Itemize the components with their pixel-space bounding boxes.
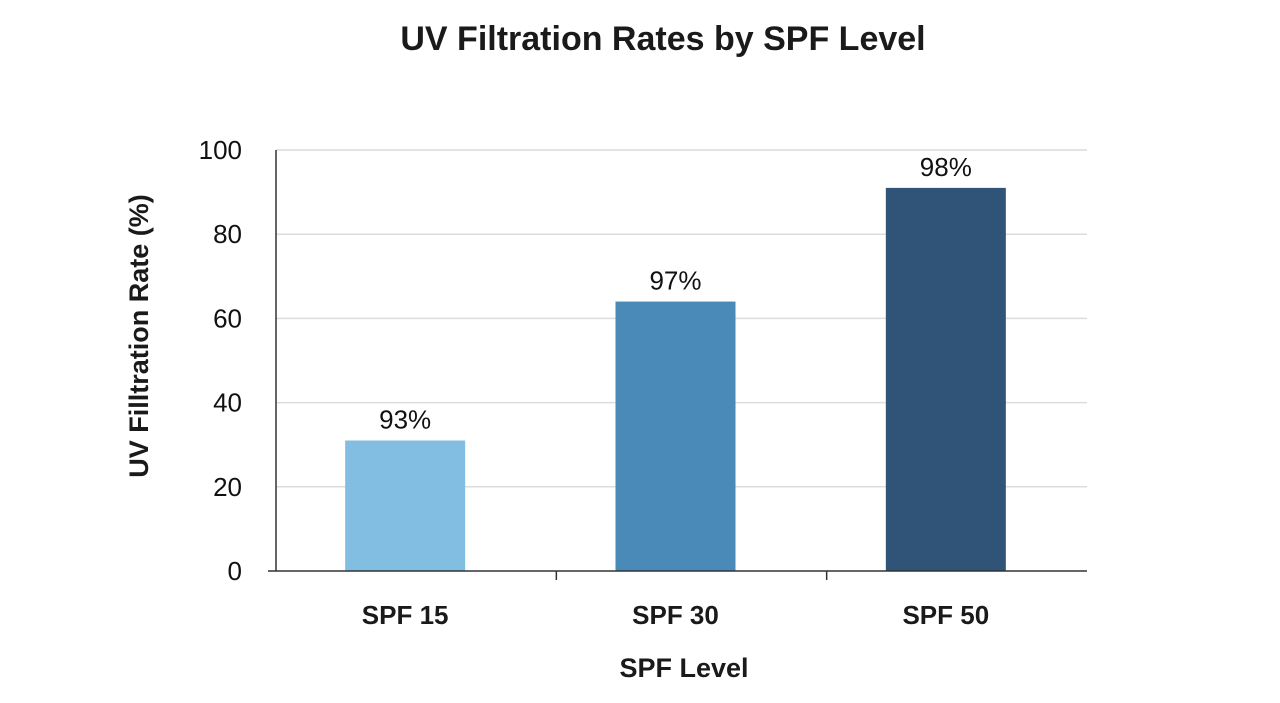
bar	[885, 187, 1006, 571]
data-labels: 93% 97% 98%	[379, 152, 972, 435]
data-label: 98%	[920, 152, 972, 182]
data-label: 93%	[379, 404, 431, 434]
y-tick-label: 40	[213, 388, 242, 418]
chart-title: UV Filtration Rates by SPF Level	[400, 20, 925, 58]
bar	[615, 301, 736, 571]
bar	[345, 440, 466, 571]
y-tick-label: 60	[213, 303, 242, 333]
bars	[345, 187, 1006, 571]
y-tick-label: 80	[213, 219, 242, 249]
x-category-label: SPF 30	[632, 600, 719, 630]
y-axis-label: UV Filltration Rate (%)	[124, 194, 154, 478]
data-label: 97%	[649, 266, 701, 296]
x-category-label: SPF 15	[362, 600, 449, 630]
y-tick-label: 20	[213, 472, 242, 502]
x-axis-categories: SPF 15 SPF 30 SPF 50	[362, 600, 989, 630]
x-axis-label: SPF Level	[619, 653, 748, 683]
x-category-label: SPF 50	[902, 600, 989, 630]
axes	[268, 150, 1087, 580]
y-tick-label: 0	[228, 556, 242, 586]
y-axis-ticks: 0 20 40 60 80 100	[199, 135, 242, 586]
y-tick-label: 100	[199, 135, 242, 165]
